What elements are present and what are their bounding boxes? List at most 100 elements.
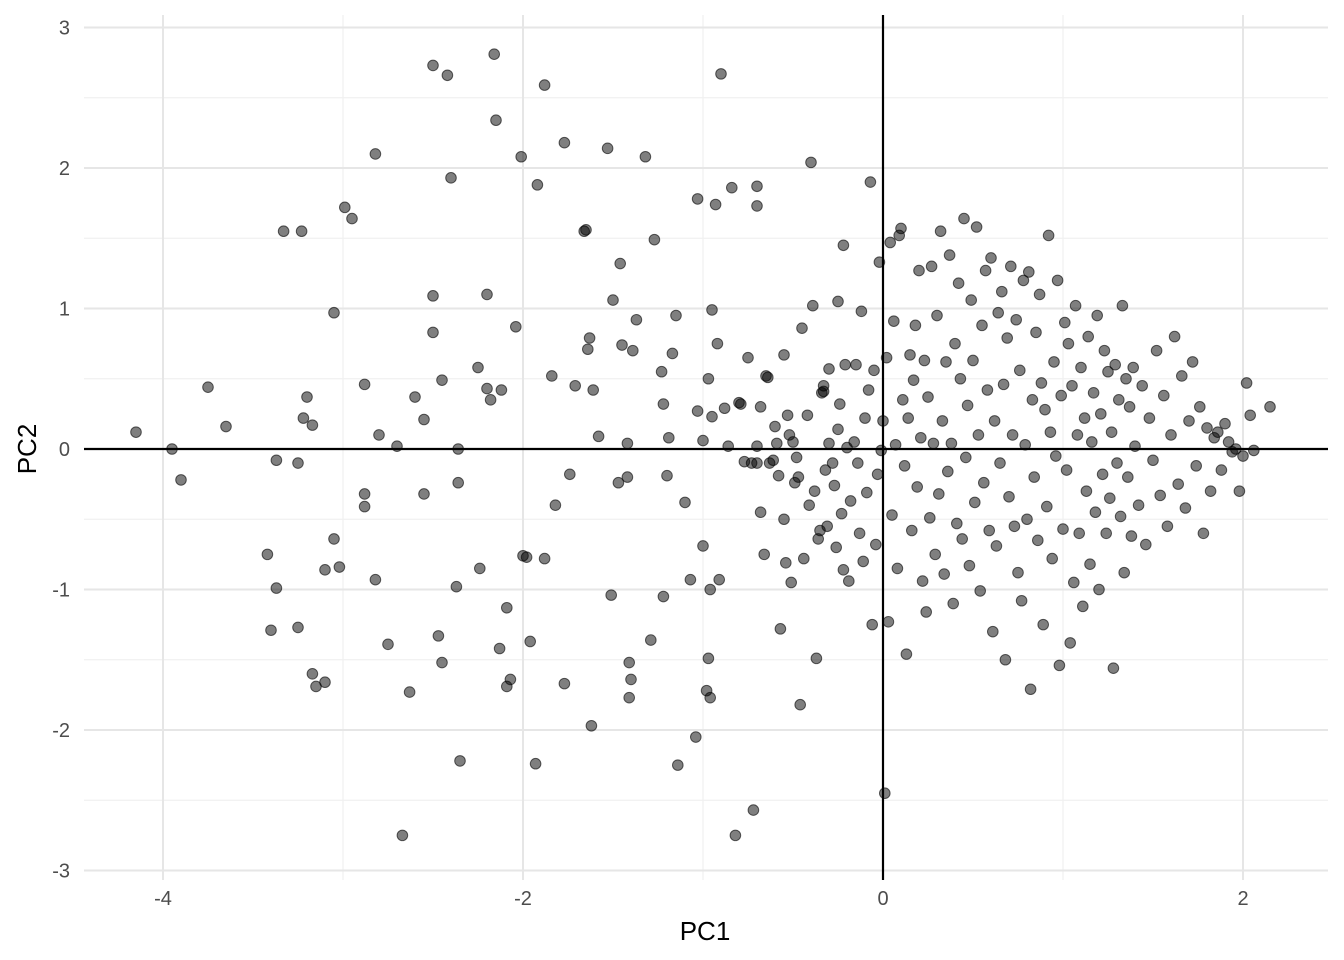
- scatter-point: [418, 413, 430, 426]
- scatter-point: [715, 68, 727, 80]
- scatter-point: [1082, 330, 1094, 343]
- scatter-point: [623, 656, 636, 669]
- scatter-point: [450, 580, 463, 593]
- scatter-point: [1089, 506, 1102, 519]
- scatter-point: [538, 552, 551, 565]
- scatter-point: [580, 224, 592, 236]
- scatter-point: [751, 180, 763, 193]
- scatter-point: [564, 468, 576, 481]
- scatter-point: [510, 320, 522, 333]
- reference-lines: [84, 15, 1328, 880]
- scatter-point: [1069, 299, 1082, 312]
- scatter-point: [837, 564, 850, 576]
- scatter-point: [722, 440, 735, 452]
- scatter-point: [996, 285, 1008, 298]
- scatter-point: [583, 332, 596, 344]
- y-tick-label: 1: [59, 299, 70, 321]
- scatter-point: [994, 457, 1006, 469]
- scatter-point: [999, 653, 1012, 666]
- scatter-point: [396, 829, 409, 842]
- scatter-point: [493, 642, 506, 655]
- scatter-point: [1042, 229, 1055, 242]
- scatter-point: [790, 451, 803, 464]
- scatter-point: [861, 486, 873, 499]
- scatter-point: [1050, 450, 1062, 462]
- scatter-point: [1046, 552, 1058, 565]
- scatter-point: [718, 402, 731, 415]
- scatter-point: [983, 524, 996, 537]
- scatter-point: [1015, 594, 1028, 607]
- scatter-point: [888, 315, 900, 327]
- scatter-point: [358, 500, 371, 513]
- scatter-point: [409, 391, 421, 403]
- scatter-point: [520, 551, 533, 563]
- scatter-point: [627, 344, 639, 357]
- scatter-point: [913, 264, 925, 277]
- scatter-point: [1075, 361, 1087, 374]
- scatter-point: [832, 295, 844, 308]
- scatter-point: [785, 576, 798, 589]
- scatter-point: [751, 457, 763, 469]
- scatter-point: [747, 804, 760, 816]
- scatter-point: [940, 356, 952, 368]
- scatter-point: [684, 573, 697, 586]
- x-tick-label: 0: [877, 888, 888, 910]
- scatter-point: [853, 527, 866, 540]
- scatter-point: [1233, 485, 1246, 497]
- scatter-point: [1010, 313, 1023, 326]
- scatter-point: [661, 469, 673, 482]
- scatter-point: [933, 488, 945, 500]
- scatter-point: [452, 443, 465, 455]
- scatter-point: [621, 437, 634, 450]
- scatter-point: [1039, 403, 1051, 416]
- scatter-point: [585, 719, 598, 732]
- scatter-point: [889, 438, 902, 451]
- scatter-point: [735, 398, 747, 410]
- scatter-point: [261, 548, 274, 561]
- scatter-point: [427, 59, 439, 72]
- scatter-point: [857, 555, 870, 568]
- scatter-point: [1066, 379, 1078, 392]
- scatter-point: [978, 476, 990, 489]
- scatter-point: [328, 306, 340, 319]
- scatter-point: [1028, 471, 1040, 483]
- scatter-point: [1183, 415, 1195, 427]
- grid-lines: [84, 15, 1328, 880]
- scatter-point: [902, 412, 915, 424]
- scatter-point: [1030, 326, 1042, 339]
- scatter-point: [1104, 492, 1116, 504]
- scatter-point: [702, 372, 715, 385]
- scatter-point: [292, 621, 304, 634]
- scatter-point: [781, 409, 794, 422]
- scatter-point: [942, 465, 954, 478]
- scatter-point: [427, 326, 439, 339]
- scatter-point: [821, 520, 834, 533]
- scatter-point: [1176, 370, 1188, 382]
- scatter-point: [805, 156, 817, 169]
- scatter-point: [704, 583, 717, 596]
- scatter-point: [758, 548, 771, 561]
- scatter-point: [546, 370, 558, 382]
- scatter-point: [1150, 344, 1163, 357]
- scatter-point: [920, 606, 933, 618]
- scatter-point: [1077, 600, 1089, 613]
- scatter-point: [987, 625, 999, 638]
- scatter-point: [754, 401, 767, 413]
- scatter-point: [297, 412, 310, 424]
- scatter-point: [834, 398, 846, 410]
- scatter-point: [1001, 332, 1014, 344]
- scatter-point: [1051, 274, 1064, 287]
- scatter-point: [839, 358, 852, 371]
- scatter-point: [843, 575, 855, 587]
- scatter-point: [882, 616, 895, 628]
- scatter-point: [558, 136, 571, 149]
- scatter-point: [1194, 401, 1206, 413]
- scatter-point: [319, 564, 331, 576]
- scatter-point: [880, 351, 893, 364]
- scatter-point: [301, 391, 313, 403]
- scatter-point: [936, 415, 949, 427]
- scatter-point: [877, 415, 889, 427]
- scatter-point: [1212, 426, 1224, 438]
- scatter-point: [864, 176, 877, 188]
- scatter-point: [1035, 377, 1048, 389]
